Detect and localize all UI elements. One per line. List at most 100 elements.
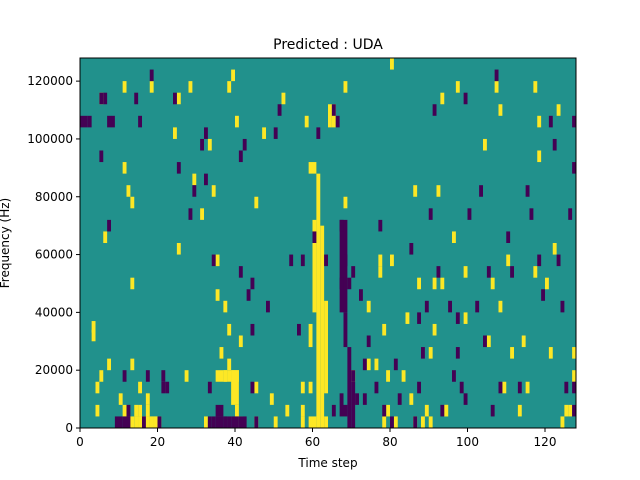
heatmap-cell-high <box>494 81 499 93</box>
heatmap-cell-high <box>235 404 239 417</box>
heatmap-cell-low <box>145 370 150 382</box>
y-tick-label: 60000 <box>35 248 73 262</box>
heatmap-cell-low <box>111 115 115 128</box>
heatmap-cell-high <box>502 381 507 394</box>
heatmap-cell-low <box>223 416 228 428</box>
heatmap-cell-high <box>227 81 232 93</box>
heatmap-cell-low <box>238 416 247 428</box>
heatmap-cells <box>80 58 577 429</box>
heatmap-cell-low <box>188 208 193 220</box>
heatmap-cell-low <box>161 381 166 394</box>
heatmap-cell-high <box>324 300 329 394</box>
heatmap-cell-low <box>300 254 305 267</box>
heatmap-cell-low <box>331 404 336 417</box>
x-tick-label: 120 <box>534 435 557 449</box>
heatmap-cell-low <box>390 416 394 428</box>
heatmap-cell-high <box>386 370 391 382</box>
heatmap-cell-high <box>308 323 313 348</box>
heatmap-cell-low <box>517 381 522 394</box>
heatmap-cell-high <box>343 81 348 93</box>
heatmap-cell-high <box>231 370 236 405</box>
heatmap-cell-high <box>405 312 410 324</box>
heatmap-cell-low <box>215 416 220 428</box>
heatmap-cell-high <box>227 323 232 336</box>
heatmap-cell-high <box>122 404 127 417</box>
heatmap-cell-high <box>552 243 557 255</box>
heatmap-cell-high <box>463 312 468 324</box>
heatmap-cell-high <box>393 416 398 428</box>
heatmap-cell-high <box>324 416 329 428</box>
heatmap-cell-high <box>219 370 224 382</box>
heatmap-cell-high <box>312 219 317 313</box>
heatmap-cell-high <box>235 370 239 405</box>
heatmap-cell-high <box>486 335 491 348</box>
heatmap-cell-high <box>153 416 158 428</box>
heatmap-cell-low <box>378 219 383 232</box>
heatmap-cell-low <box>355 393 360 405</box>
heatmap-cell-high <box>91 321 96 333</box>
heatmap-cell-low <box>413 416 418 428</box>
heatmap-cell-low <box>448 300 453 313</box>
heatmap-cell-low <box>161 370 166 382</box>
heatmap-cell-low <box>235 416 239 428</box>
heatmap-cell-high <box>99 370 104 382</box>
heatmap-cell-high <box>417 277 422 290</box>
heatmap-cell-high <box>231 69 236 82</box>
heatmap-cell-high <box>312 416 317 428</box>
heatmap-cell-high <box>374 358 379 371</box>
heatmap-cell-high <box>262 127 267 139</box>
x-tick-label: 100 <box>456 435 479 449</box>
heatmap-cell-high <box>200 208 205 220</box>
heatmap-cell-low <box>463 92 468 105</box>
heatmap-cell-high <box>192 173 197 186</box>
heatmap-cell-low <box>238 266 243 278</box>
heatmap-cell-low <box>250 277 255 290</box>
heatmap-cell-high <box>223 300 228 313</box>
heatmap-cell-low <box>142 416 146 428</box>
heatmap-cell-low <box>277 104 282 116</box>
heatmap-cell-low <box>339 393 344 417</box>
heatmap-cell-low <box>219 404 224 417</box>
heatmap-cell-high <box>413 185 418 197</box>
heatmap-cell-low <box>506 231 511 243</box>
heatmap-cell-high <box>343 196 348 209</box>
heatmap-cell-low <box>510 266 515 278</box>
heatmap-cell-high <box>428 416 433 428</box>
heatmap-cell-high <box>211 185 216 197</box>
x-axis: 0 20 40 60 80 100 120 <box>76 428 556 449</box>
heatmap-cell-high <box>176 243 181 255</box>
y-tick-label: 100000 <box>27 132 73 146</box>
heatmap-cell-high <box>126 185 131 197</box>
heatmap-cell-high <box>533 81 538 93</box>
heatmap-cell-high <box>308 416 313 428</box>
heatmap-cell-low <box>231 416 236 428</box>
heatmap-cell-high <box>281 92 286 105</box>
heatmap-cell-low <box>204 173 208 186</box>
heatmap-cell-low <box>99 150 104 163</box>
heatmap-cell-high <box>455 81 460 93</box>
heatmap-cell-low <box>99 92 104 105</box>
heatmap-cell-high <box>130 196 135 209</box>
heatmap-cell-high <box>122 162 127 174</box>
heatmap-cell-high <box>463 266 468 278</box>
heatmap-cell-high <box>227 370 232 382</box>
heatmap-cell-low <box>122 416 131 428</box>
heatmap-cell-low <box>331 104 336 116</box>
heatmap-cell-high <box>188 81 193 93</box>
heatmap-cell-low <box>134 92 139 105</box>
heatmap-cell-high <box>409 393 414 405</box>
heatmap-cell-low <box>126 404 131 417</box>
heatmap-cell-high <box>432 277 437 290</box>
heatmap-cell-low <box>362 358 367 371</box>
heatmap-cell-high <box>556 104 561 116</box>
heatmap-cell-high <box>235 115 239 128</box>
heatmap-cell-low <box>572 162 577 174</box>
heatmap-cell-low <box>297 323 301 336</box>
heatmap-cell-low <box>347 277 352 290</box>
heatmap-cell-high <box>312 162 317 174</box>
heatmap-cell-high <box>401 370 406 382</box>
heatmap-cell-low <box>238 150 243 163</box>
heatmap-cell-high <box>207 138 212 151</box>
heatmap-cell-low <box>564 381 569 394</box>
heatmap-cell-low <box>572 115 577 128</box>
